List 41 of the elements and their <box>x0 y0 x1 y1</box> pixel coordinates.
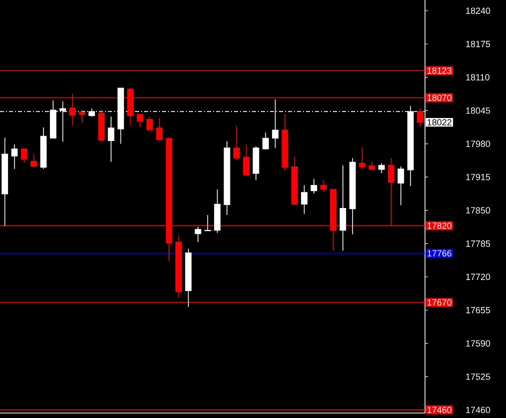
y-tick-label: 18240 <box>466 8 490 14</box>
ref-line-label: 17766 <box>428 250 452 257</box>
ref-line-label: 18123 <box>428 67 452 74</box>
y-tick-label: 17980 <box>466 140 490 147</box>
candlestick <box>156 118 163 140</box>
candlestick <box>378 162 385 174</box>
y-tick-label: 17915 <box>466 174 490 180</box>
candlestick <box>146 116 153 130</box>
candlestick <box>243 144 250 176</box>
candlestick <box>204 214 211 232</box>
candlestick <box>78 110 86 124</box>
candlestick <box>11 144 18 170</box>
ref-line-label: 17670 <box>428 299 452 306</box>
y-tick-label: 17460 <box>466 406 490 414</box>
y-tick-label: 18045 <box>466 107 490 114</box>
candlestick <box>136 114 144 128</box>
candlestick <box>340 164 346 252</box>
candlestick <box>233 125 240 161</box>
candlestick <box>310 178 318 194</box>
y-tick-label: 17525 <box>466 373 490 380</box>
y-tick-label: 18110 <box>466 74 490 80</box>
y-tick-label: 17785 <box>466 240 490 247</box>
y-tick-label: 17850 <box>466 207 490 214</box>
ref-line-label: 17820 <box>428 222 452 229</box>
candlestick <box>30 154 38 167</box>
candlestick <box>262 132 269 150</box>
y-tick-label: 17590 <box>466 340 490 347</box>
candlestick <box>416 108 424 128</box>
candlestick <box>108 116 114 162</box>
ref-line-label: 18070 <box>428 94 452 101</box>
y-tick-label: 17720 <box>466 274 490 280</box>
candlestick <box>301 184 308 214</box>
y-tick-label: 17655 <box>466 306 490 314</box>
ref-line-label: 17460 <box>428 406 452 414</box>
candlestick <box>359 146 366 170</box>
candlestick <box>398 166 404 206</box>
candlestick <box>194 226 202 242</box>
candlestick <box>20 148 28 164</box>
candlestick <box>320 180 327 192</box>
y-tick-label: 18175 <box>466 40 490 48</box>
text: 18022 <box>428 119 452 126</box>
